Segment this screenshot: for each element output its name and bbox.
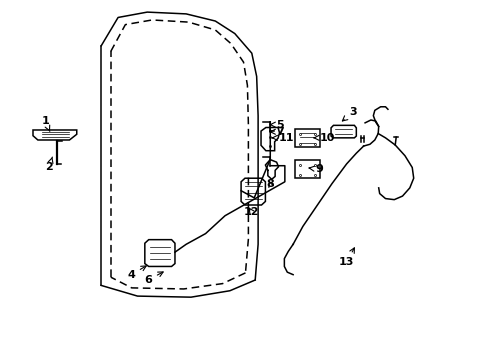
Text: 8: 8 (266, 179, 274, 189)
Polygon shape (241, 178, 265, 205)
Text: 11: 11 (272, 133, 293, 143)
Text: 6: 6 (144, 272, 163, 285)
FancyBboxPatch shape (294, 129, 320, 147)
Polygon shape (330, 125, 356, 138)
Text: 13: 13 (338, 248, 354, 267)
Text: 10: 10 (313, 133, 335, 143)
Polygon shape (261, 127, 279, 151)
Text: 4: 4 (127, 266, 146, 280)
Text: 9: 9 (308, 164, 322, 174)
Text: 7: 7 (269, 127, 283, 137)
Text: 12: 12 (244, 207, 259, 217)
Text: 3: 3 (342, 107, 356, 121)
Polygon shape (144, 240, 175, 266)
Text: 2: 2 (45, 157, 53, 172)
FancyBboxPatch shape (294, 160, 320, 178)
Polygon shape (33, 130, 77, 140)
Text: 5: 5 (269, 120, 283, 130)
Text: 1: 1 (41, 116, 50, 131)
